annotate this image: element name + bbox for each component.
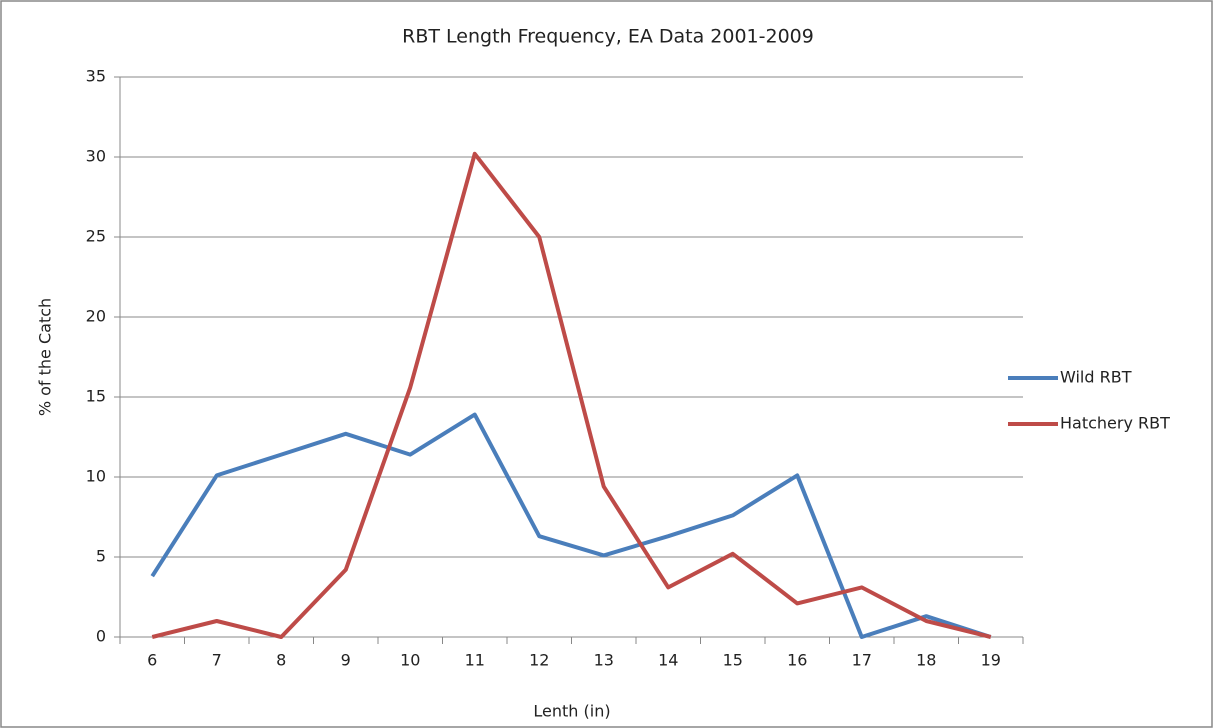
chart-title: RBT Length Frequency, EA Data 2001-2009 <box>402 26 814 48</box>
y-axis-label: % of the Catch <box>36 298 55 416</box>
x-tick-label: 17 <box>852 651 872 670</box>
x-tick-label: 10 <box>400 651 420 670</box>
x-tick-label: 18 <box>916 651 936 670</box>
y-tick-label: 0 <box>96 627 106 646</box>
x-tick-label: 6 <box>147 651 157 670</box>
x-tick-label: 9 <box>341 651 351 670</box>
y-tick-label: 30 <box>86 147 106 166</box>
y-tick-label: 5 <box>96 547 106 566</box>
line-series <box>150 412 992 639</box>
y-tick-label: 20 <box>86 307 106 326</box>
y-tick-label: 10 <box>86 467 106 486</box>
x-tick-label: 15 <box>723 651 743 670</box>
x-tick-label: 16 <box>787 651 807 670</box>
x-tick-label: 8 <box>276 651 286 670</box>
legend-label: Hatchery RBT <box>1060 414 1170 433</box>
x-tick-label: 19 <box>981 651 1001 670</box>
y-tick-label: 15 <box>86 387 106 406</box>
x-tick-label: 12 <box>529 651 549 670</box>
x-tick-label: 11 <box>465 651 485 670</box>
line-series <box>151 151 992 639</box>
x-axis-label: Lenth (in) <box>533 702 610 721</box>
legend-label: Wild RBT <box>1060 368 1132 387</box>
x-tick-label: 13 <box>594 651 614 670</box>
y-tick-label: 35 <box>86 67 106 86</box>
y-tick-label: 25 <box>86 227 106 246</box>
x-tick-label: 7 <box>212 651 222 670</box>
x-tick-label: 14 <box>658 651 678 670</box>
